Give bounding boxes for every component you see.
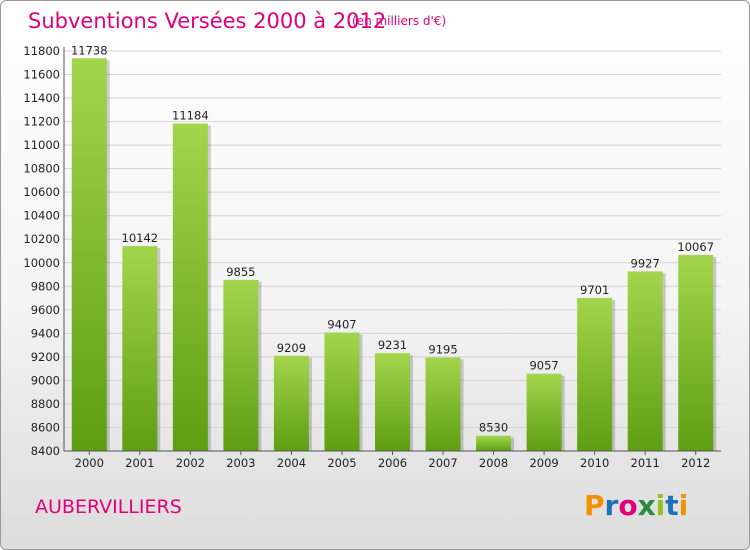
y-tick-label: 11600 bbox=[23, 68, 60, 82]
data-labels: 11738 10142 11184 9855 9209 9407 9231 9195 8530 9… bbox=[71, 43, 714, 434]
y-tick-label: 11800 bbox=[23, 44, 60, 58]
bar-2003[interactable] bbox=[223, 279, 259, 451]
y-tick-label: 10200 bbox=[23, 232, 60, 246]
bar-2008[interactable] bbox=[476, 435, 512, 451]
data-label-2012: 10067 bbox=[677, 240, 714, 254]
logo-letter: o bbox=[618, 489, 638, 522]
data-label-2003: 9855 bbox=[226, 265, 255, 279]
logo-letter: t bbox=[665, 489, 679, 522]
bar-2002[interactable] bbox=[172, 123, 208, 452]
bar-2010[interactable] bbox=[577, 297, 613, 451]
logo-letter: i bbox=[678, 489, 689, 522]
x-tick-label: 2007 bbox=[428, 456, 457, 470]
data-label-2001: 10142 bbox=[122, 231, 159, 245]
data-label-2000: 11738 bbox=[71, 43, 108, 57]
bar-2007[interactable] bbox=[425, 357, 461, 451]
y-tick-label: 9600 bbox=[31, 303, 60, 317]
y-tick-label: 10800 bbox=[23, 162, 60, 176]
x-tick-label: 2010 bbox=[580, 456, 609, 470]
bar-2005[interactable] bbox=[324, 332, 360, 451]
chart-title: Subventions Versées 2000 à 2012 bbox=[28, 9, 387, 33]
x-tick-label: 2005 bbox=[327, 456, 356, 470]
bar-2006[interactable] bbox=[375, 353, 410, 451]
y-tick-label: 11200 bbox=[23, 115, 60, 129]
x-tick-label: 2000 bbox=[75, 456, 104, 470]
y-tick-label: 8800 bbox=[31, 397, 60, 411]
y-tick-label: 8400 bbox=[31, 444, 60, 458]
y-tick-label: 9800 bbox=[31, 279, 60, 293]
bar-2011[interactable] bbox=[627, 271, 663, 451]
bar-2001[interactable] bbox=[122, 246, 158, 451]
y-tick-label: 9000 bbox=[31, 373, 60, 387]
proxiti-logo[interactable]: Proxiti bbox=[584, 489, 688, 522]
logo-letter: P bbox=[584, 489, 605, 522]
axes: 8400 8600 8800 9000 9200 9400 9600 9800 10000 102… bbox=[23, 44, 721, 470]
data-label-2005: 9407 bbox=[327, 318, 356, 332]
logo-letter: i bbox=[655, 489, 666, 522]
y-tick-label: 10600 bbox=[23, 185, 60, 199]
y-tick-label: 9200 bbox=[31, 350, 60, 364]
x-tick-label: 2002 bbox=[176, 456, 205, 470]
data-label-2006: 9231 bbox=[378, 338, 407, 352]
y-tick-label: 10400 bbox=[23, 209, 60, 223]
x-tick-label: 2006 bbox=[378, 456, 407, 470]
y-tick-label: 10000 bbox=[23, 256, 60, 270]
y-tick-label: 8600 bbox=[31, 420, 60, 434]
bar-2004[interactable] bbox=[273, 355, 309, 451]
data-label-2011: 9927 bbox=[631, 256, 660, 270]
x-tick-label: 2011 bbox=[631, 456, 660, 470]
y-tick-label: 11400 bbox=[23, 91, 60, 105]
y-tick-label: 11000 bbox=[23, 138, 60, 152]
bar-2000[interactable] bbox=[71, 58, 107, 451]
data-label-2002: 11184 bbox=[172, 108, 209, 122]
data-label-2007: 9195 bbox=[428, 342, 457, 356]
x-tick-label: 2012 bbox=[681, 456, 710, 470]
commune-name: AUBERVILLIERS bbox=[35, 496, 182, 518]
chart-unit-label: (en milliers d'€) bbox=[352, 14, 447, 28]
bar-2012[interactable] bbox=[678, 254, 714, 451]
x-tick-label: 2003 bbox=[226, 456, 255, 470]
x-tick-label: 2001 bbox=[125, 456, 154, 470]
logo-letter: x bbox=[637, 489, 656, 522]
data-label-2008: 8530 bbox=[479, 421, 508, 435]
x-tick-label: 2004 bbox=[277, 456, 306, 470]
data-label-2004: 9209 bbox=[277, 341, 306, 355]
bars bbox=[71, 58, 717, 452]
x-tick-label: 2008 bbox=[479, 456, 508, 470]
bar-2009[interactable] bbox=[526, 373, 562, 451]
logo-letter: r bbox=[604, 489, 619, 522]
x-tick-label: 2009 bbox=[529, 456, 558, 470]
data-label-2010: 9701 bbox=[580, 283, 609, 297]
y-tick-label: 9400 bbox=[31, 326, 60, 340]
data-label-2009: 9057 bbox=[529, 359, 558, 373]
